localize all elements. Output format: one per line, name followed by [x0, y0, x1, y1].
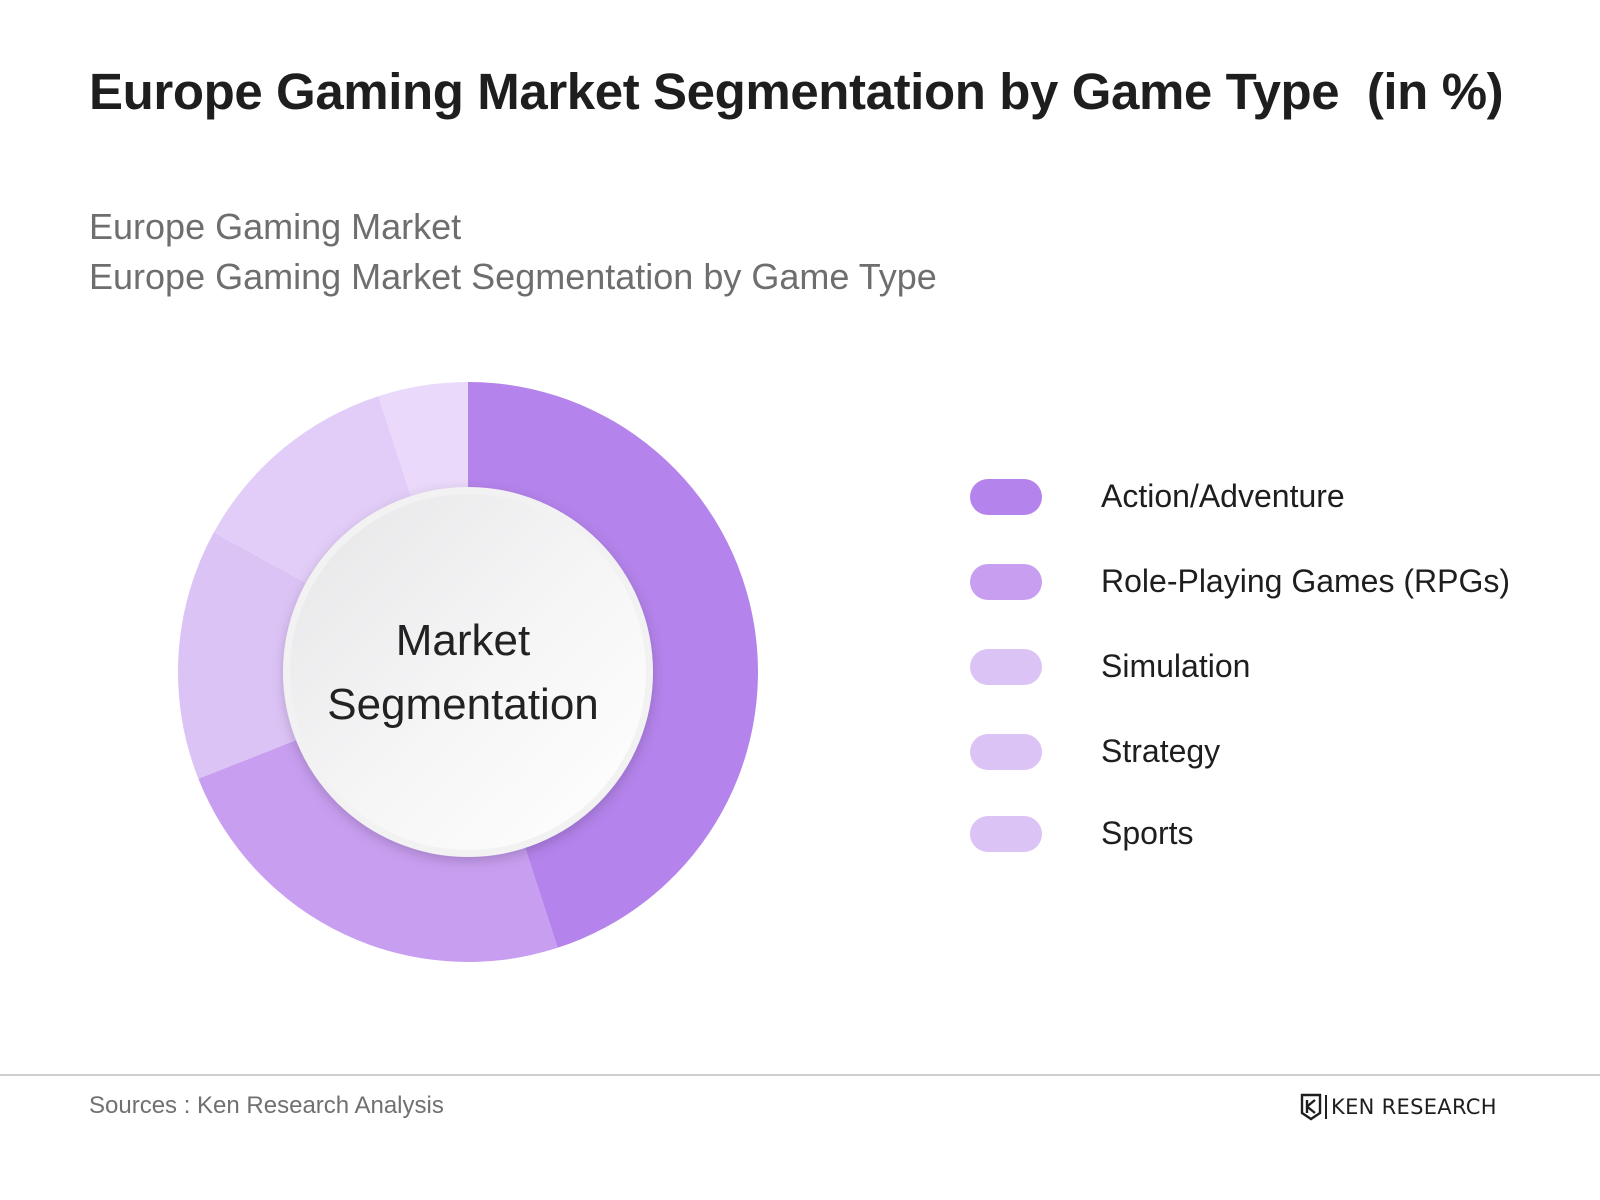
donut-chart: [178, 382, 758, 963]
legend-label: Action/Adventure: [1101, 478, 1345, 514]
legend-item: Role-Playing Games (RPGs): [970, 563, 1510, 600]
center-label-line-1: Market: [395, 616, 531, 665]
legend-label: Simulation: [1101, 648, 1251, 684]
donut-slice-action-adventure: [468, 382, 758, 948]
legend-swatch: [970, 733, 1042, 770]
source-note: Sources : Ken Research Analysis: [89, 1092, 444, 1119]
donut-slice-role-playing-games-rpgs: [198, 738, 558, 963]
legend-label: Strategy: [1101, 733, 1221, 769]
legend-swatch: [970, 815, 1042, 852]
legend-swatch: [970, 563, 1042, 600]
donut-slice-strategy: [213, 396, 413, 586]
legend-swatch: [970, 478, 1042, 515]
donut-slice-simulation: [178, 532, 311, 779]
legend-item: Strategy: [970, 733, 1220, 770]
brand-logo: KEN RESEARCH: [1300, 1093, 1497, 1121]
donut-slices: [178, 382, 758, 963]
ken-research-logo-icon: [1300, 1093, 1322, 1121]
legend-label: Sports: [1101, 815, 1194, 851]
legend-swatch: [970, 648, 1042, 685]
brand-name: KEN RESEARCH: [1331, 1095, 1497, 1119]
brand-separator: [1325, 1095, 1327, 1119]
subtitle-market: Europe Gaming Market: [89, 206, 462, 247]
donut-slice-sports: [378, 382, 468, 501]
center-label-line-2: Segmentation: [327, 680, 599, 729]
subtitle-segmentation: Europe Gaming Market Segmentation by Gam…: [89, 256, 937, 297]
legend-label: Role-Playing Games (RPGs): [1101, 563, 1510, 599]
donut-center-label: Market Segmentation: [278, 488, 648, 858]
legend-item: Action/Adventure: [970, 478, 1345, 515]
donut-center-face: [290, 494, 646, 850]
footer-divider: [0, 1074, 1600, 1076]
chart-title: Europe Gaming Market Segmentation by Gam…: [89, 63, 1504, 120]
legend-item: Sports: [970, 815, 1193, 852]
legend-item: Simulation: [970, 648, 1250, 685]
